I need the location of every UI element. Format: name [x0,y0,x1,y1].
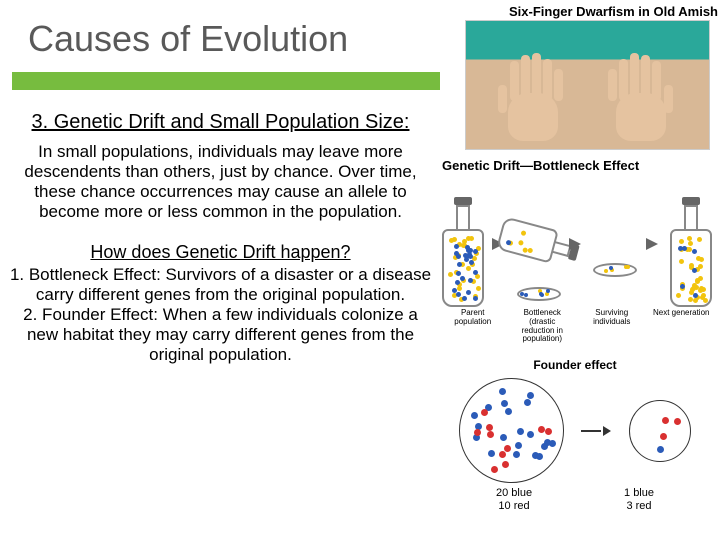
arrow-icon [646,234,662,250]
bottleneck-title: Genetic Drift—Bottleneck Effect [438,158,716,173]
arrow-icon [569,234,585,250]
stage-label: Surviving individuals [582,309,642,344]
founder-small-label: 1 blue 3 red [624,487,654,513]
plate-2 [593,263,637,277]
stage-label: Bottleneck (drastic reduction in populat… [512,309,572,344]
bottle-next [670,197,712,307]
bottleneck-diagram: Genetic Drift—Bottleneck Effect Parent p… [438,158,716,348]
founder-title: Founder effect [450,358,700,372]
question-heading: How does Genetic Drift happen? [8,242,433,263]
founder-big-circle [459,378,564,483]
accent-bar [12,72,440,90]
list-item: 2. Founder Effect: When a few individual… [8,305,433,365]
bottle-parent [442,197,484,307]
stage-label: Next generation [651,309,711,344]
founder-small-circle [629,400,691,462]
list-item: 1. Bottleneck Effect: Survivors of a dis… [8,265,433,305]
left-hand-graphic [486,46,581,141]
hands-caption: Six-Finger Dwarfism in Old Amish [509,4,718,19]
plate-1 [517,287,561,301]
founder-big-label: 20 blue 10 red [496,487,532,513]
text-column: 3. Genetic Drift and Small Population Si… [8,110,433,365]
founder-diagram: Founder effect 20 blue 10 red 1 blue 3 r… [450,358,700,533]
section-heading: 3. Genetic Drift and Small Population Si… [8,110,433,134]
hands-image [465,20,710,150]
arrow-icon [581,425,611,437]
right-hand-graphic [594,46,689,141]
stage-label: Parent population [443,309,503,344]
section-body: In small populations, individuals may le… [8,142,433,222]
